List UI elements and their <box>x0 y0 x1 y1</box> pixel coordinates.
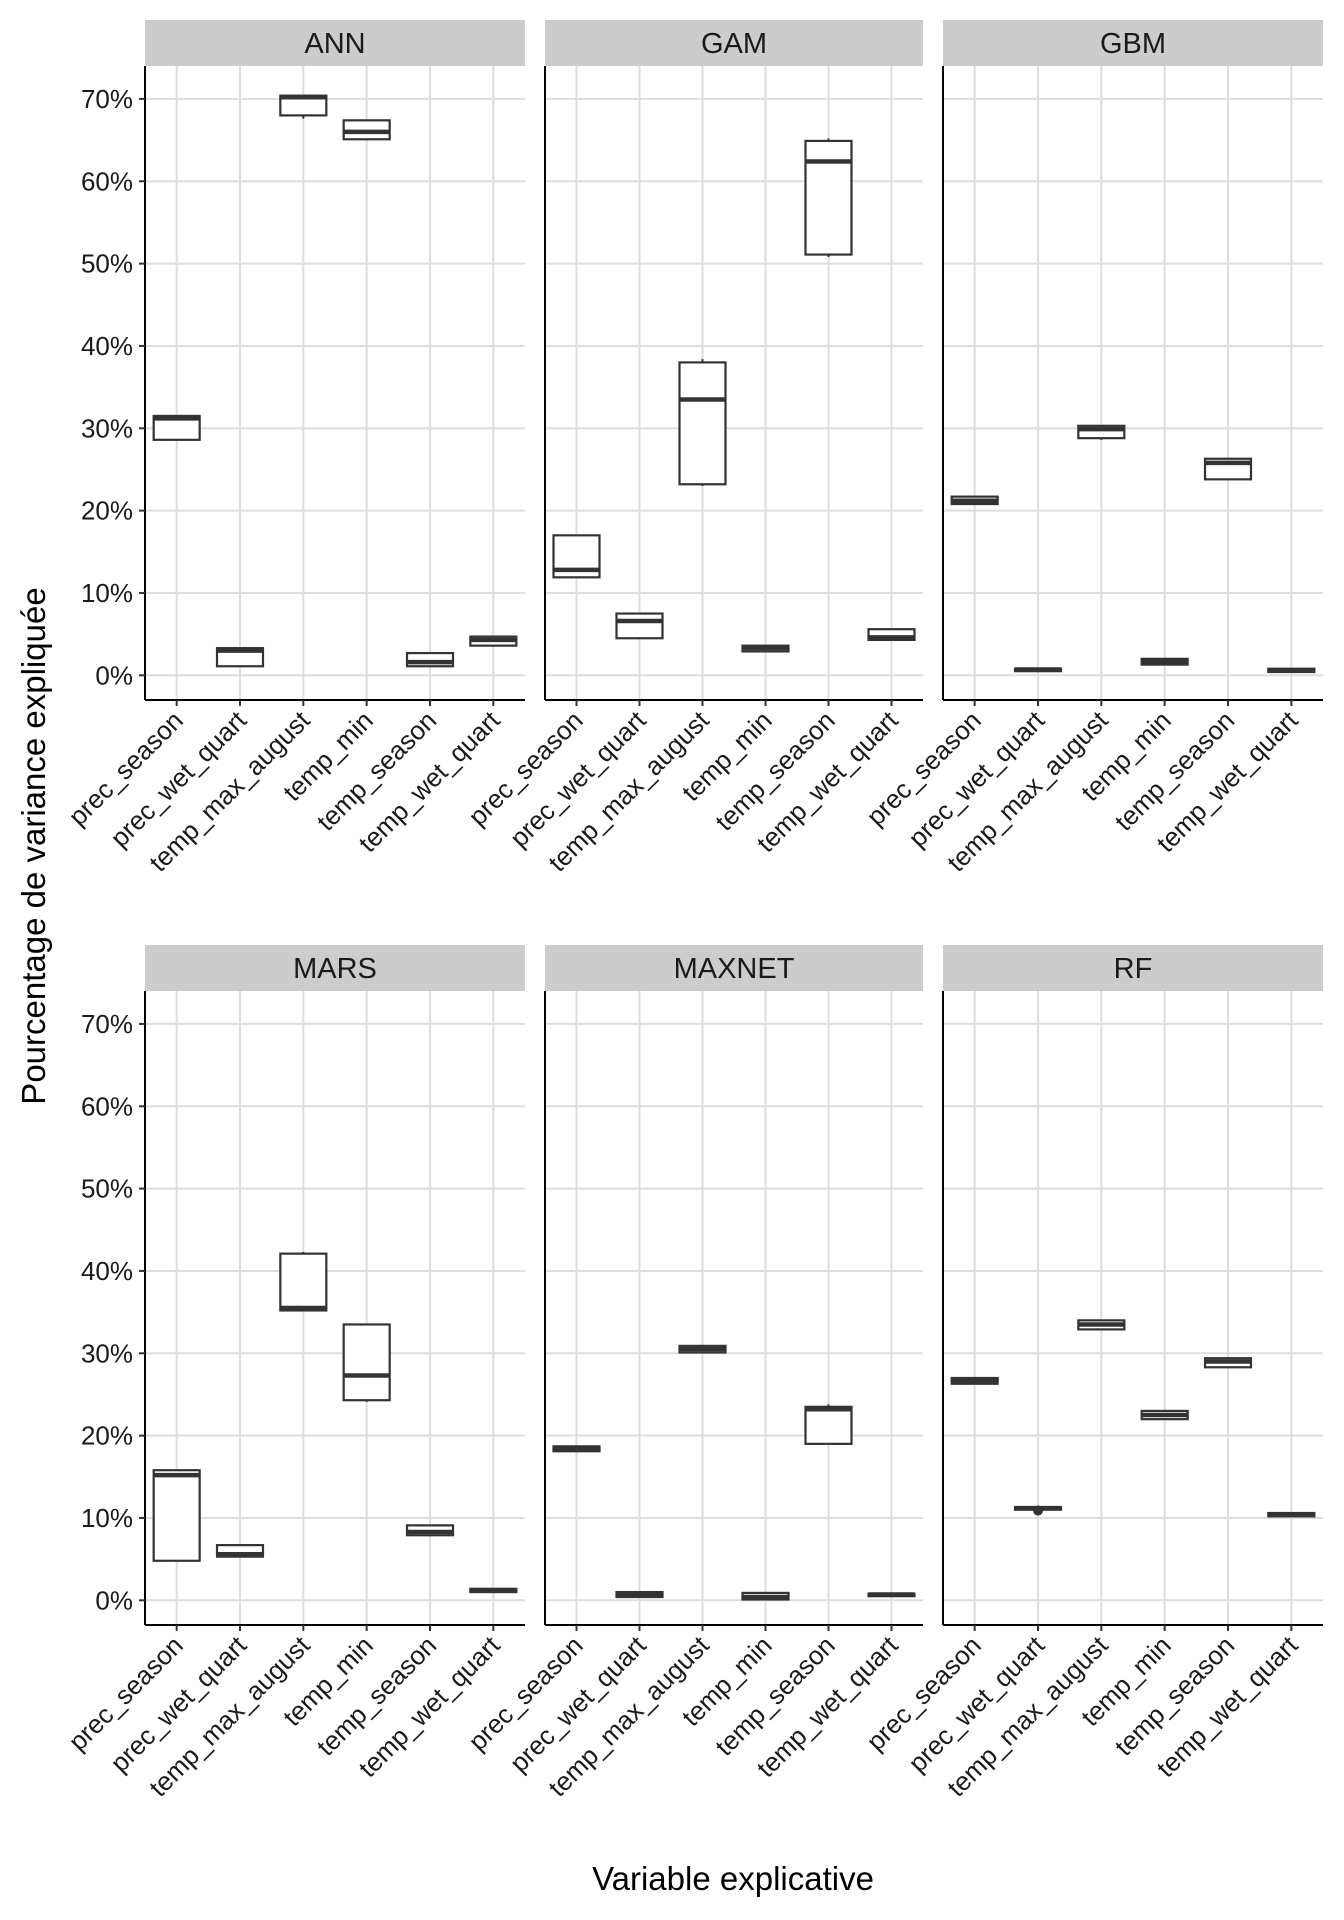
y-tick-label: 0% <box>95 1585 133 1615</box>
box-temp_season <box>804 1405 853 1445</box>
facet-label: RF <box>1114 953 1153 985</box>
y-tick-label: 30% <box>81 1338 133 1368</box>
box-prec_season <box>152 414 201 441</box>
y-tick-label: 20% <box>81 1421 133 1451</box>
y-tick-label: 60% <box>81 1091 133 1121</box>
facet-label: MAXNET <box>674 953 795 985</box>
facet-panels: ANN0%10%20%30%40%50%60%70%prec_seasonpre… <box>62 20 1323 1802</box>
box-prec_season <box>152 1469 201 1562</box>
panel-rf: RFprec_seasonprec_wet_quarttemp_max_augu… <box>860 945 1323 1802</box>
y-tick-label: 70% <box>81 1009 133 1039</box>
facet-label: ANN <box>304 28 365 60</box>
y-tick-label: 50% <box>81 1174 133 1204</box>
y-tick-label: 0% <box>95 660 133 690</box>
box-temp_max_august <box>678 361 727 486</box>
box-temp_wet_quart <box>867 628 916 641</box>
panel-ann: ANN0%10%20%30%40%50%60%70%prec_seasonpre… <box>62 20 525 877</box>
y-tick-label: 20% <box>81 496 133 526</box>
y-tick-label: 10% <box>81 578 133 608</box>
outlier-point <box>1033 1505 1043 1516</box>
box-prec_wet_quart <box>615 612 664 640</box>
y-axis-title: Pourcentage de variance expliquée <box>15 587 52 1104</box>
y-tick-label: 70% <box>81 84 133 114</box>
box-temp_min <box>342 1323 391 1402</box>
y-tick-label: 50% <box>81 249 133 279</box>
y-tick-label: 30% <box>81 413 133 443</box>
box-prec_wet_quart <box>215 1544 265 1558</box>
facet-strip <box>943 945 1323 991</box>
y-tick-label: 10% <box>81 1503 133 1533</box>
facet-label: GBM <box>1100 28 1166 60</box>
box-temp_season <box>804 139 853 256</box>
y-tick-label: 40% <box>81 331 133 361</box>
facet-strip <box>943 20 1323 66</box>
facet-strip <box>545 20 923 66</box>
panel-maxnet: MAXNETprec_seasonprec_wet_quarttemp_max_… <box>462 945 923 1802</box>
facet-label: GAM <box>701 28 767 60</box>
panel-gam: GAMprec_seasonprec_wet_quarttemp_max_aug… <box>462 20 923 877</box>
panel-gbm: GBMprec_seasonprec_wet_quarttemp_max_aug… <box>860 20 1323 877</box>
y-tick-label: 40% <box>81 1256 133 1286</box>
x-axis-title: Variable explicative <box>592 1860 874 1897</box>
panel-mars: MARS0%10%20%30%40%50%60%70%prec_seasonpr… <box>62 945 525 1802</box>
facet-strip <box>145 20 525 66</box>
y-tick-label: 60% <box>81 166 133 196</box>
facet-strip <box>545 945 923 991</box>
facet-label: MARS <box>293 953 377 985</box>
box-temp_max_august <box>279 1252 328 1312</box>
facet-strip <box>145 945 525 991</box>
